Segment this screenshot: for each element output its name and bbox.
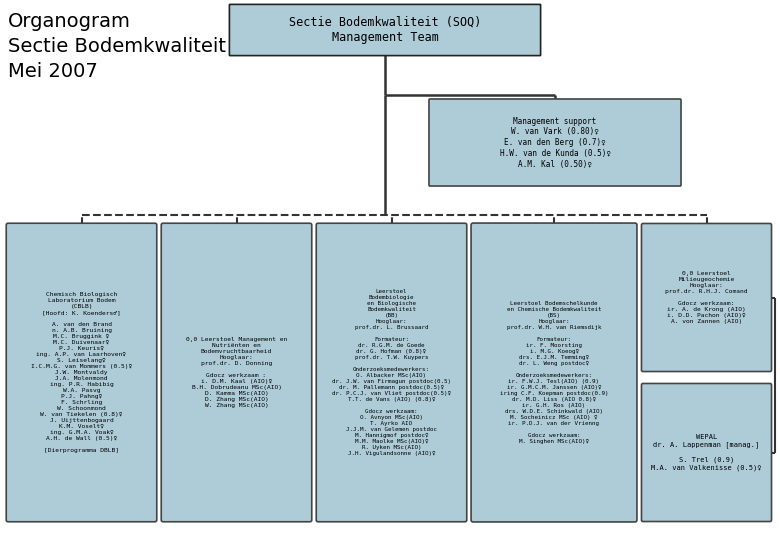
FancyBboxPatch shape: [429, 99, 681, 186]
Text: 0,0 Leerstoel Management en
Nutriënten en
Bodemvruchtbaarheid
Hooglaar:
prof.dr.: 0,0 Leerstoel Management en Nutriënten e…: [186, 337, 287, 408]
FancyBboxPatch shape: [6, 223, 157, 522]
FancyBboxPatch shape: [471, 223, 637, 522]
Text: WEPAL
dr. A. Lappenman [manag.]

S. Trel (0.9)
M.A. van Valkenisse (0.5)♀: WEPAL dr. A. Lappenman [manag.] S. Trel …: [651, 434, 762, 471]
Text: Leerstoel
Bodembiologie
en Biologische
Bodemkwaliteit
(BB)
Hooglaar:
prof.dr. L.: Leerstoel Bodembiologie en Biologische B…: [332, 289, 451, 456]
FancyBboxPatch shape: [229, 4, 541, 56]
Text: Leerstoel Bodemschelkunde
en Chemische Bodemkwaliteit
(BS)
Hooglaar:
prof.dr. W.: Leerstoel Bodemschelkunde en Chemische B…: [500, 301, 608, 444]
FancyBboxPatch shape: [161, 223, 312, 522]
Text: Sectie Bodemkwaliteit (SOQ)
Management Team: Sectie Bodemkwaliteit (SOQ) Management T…: [289, 16, 481, 44]
FancyBboxPatch shape: [316, 223, 466, 522]
Text: Management support
W. van Vark (0.80)♀
E. van den Berg (0.7)♀
H.W. van de Kunda : Management support W. van Vark (0.80)♀ E…: [499, 117, 611, 168]
Text: 0,0 Leerstoel
Milieugeochemie
Hooglaar:
prof.dr. R.H.J. Comand

Gdocz werkzaam:
: 0,0 Leerstoel Milieugeochemie Hooglaar: …: [665, 271, 748, 324]
FancyBboxPatch shape: [641, 383, 771, 522]
Text: Organogram
Sectie Bodemkwaliteit
Mei 2007: Organogram Sectie Bodemkwaliteit Mei 200…: [8, 12, 226, 81]
FancyBboxPatch shape: [641, 224, 771, 372]
Text: Chemisch Biologisch
Laboratorium Bodem
(CBLB)
[Hoofd: K. Koenders♂]

A. van den : Chemisch Biologisch Laboratorium Bodem (…: [31, 292, 132, 453]
